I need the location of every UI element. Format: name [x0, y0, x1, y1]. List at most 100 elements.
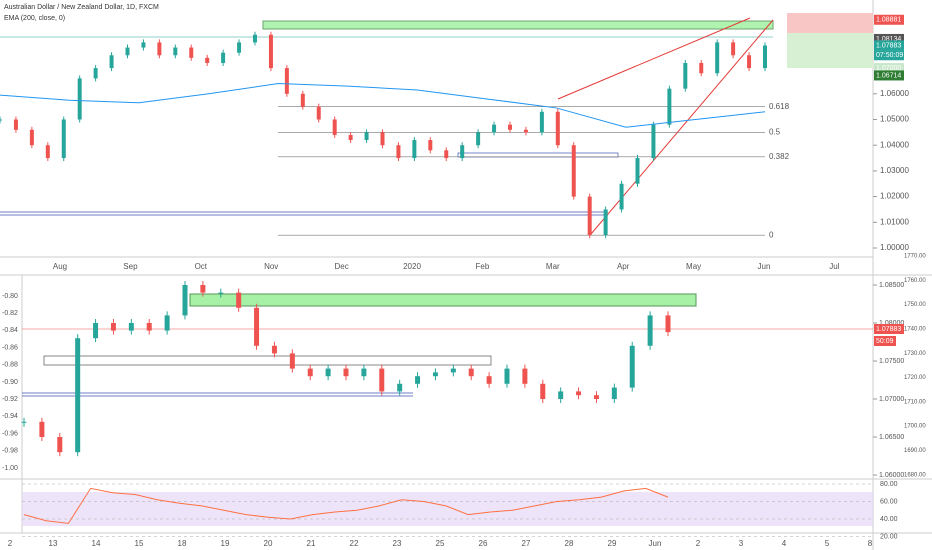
candle — [268, 34, 273, 69]
resistance-zone — [189, 293, 697, 307]
rsi-tick-label: 80.00 — [880, 481, 898, 488]
candle — [271, 345, 277, 354]
y-tick-label: 1.05000 — [880, 115, 909, 124]
left-tick-label: -0.92 — [2, 396, 18, 403]
right-tick-label: 1770.00 — [904, 254, 926, 260]
x-tick-label: 3 — [739, 539, 744, 548]
candle — [61, 119, 66, 159]
x-tick-label: 14 — [92, 539, 101, 548]
indicator-label: EMA (200, close, 0) — [4, 15, 65, 22]
candle — [476, 132, 481, 146]
x-tick-label: Jul — [829, 262, 839, 271]
x-tick-label: Mar — [546, 262, 560, 271]
x-tick-label: 2020 — [403, 262, 421, 271]
x-tick-label: Sep — [123, 262, 138, 271]
candle — [415, 376, 421, 384]
candle — [492, 124, 497, 133]
price-tag-label: 1.08881 — [876, 17, 901, 24]
left-tick-label: -0.82 — [2, 310, 18, 317]
candle — [254, 307, 260, 346]
y-tick-label: 1.08500 — [879, 282, 904, 289]
left-tick-label: -0.86 — [2, 344, 18, 351]
price-tag — [874, 324, 904, 334]
candle — [444, 150, 449, 159]
x-tick-label: 29 — [608, 539, 617, 548]
candle — [523, 129, 528, 133]
candle — [146, 323, 152, 331]
candle — [45, 145, 50, 159]
x-tick-label: Feb — [476, 262, 490, 271]
x-tick-label: Aug — [53, 262, 67, 271]
candle — [504, 368, 510, 384]
candle — [237, 42, 242, 53]
x-tick-label: 20 — [264, 539, 273, 548]
price-tag — [874, 63, 904, 74]
candle — [289, 353, 295, 369]
candle — [522, 368, 528, 384]
left-tick-label: -0.80 — [2, 293, 18, 300]
candle — [218, 292, 224, 294]
left-tick-label: -0.96 — [2, 430, 18, 437]
price-tag-label: 1.07000 — [876, 65, 901, 72]
right-tick-label: 1690.00 — [904, 448, 926, 454]
y-tick-label: 1.08000 — [879, 320, 904, 327]
x-tick-label: Jun — [758, 262, 771, 271]
left-tick-label: -0.84 — [2, 327, 18, 334]
candle — [57, 437, 63, 453]
candle — [460, 145, 465, 159]
candle — [164, 315, 170, 331]
candle — [571, 145, 576, 197]
candle — [13, 119, 18, 130]
price-tag-label: 1.07883 — [876, 42, 901, 49]
candle — [236, 292, 242, 308]
candle — [593, 395, 599, 399]
y-tick-label: 1.03000 — [880, 166, 909, 175]
candle — [93, 68, 98, 79]
y-tick-label: 1.00000 — [880, 243, 909, 252]
candle — [316, 106, 321, 120]
candle — [539, 111, 544, 133]
candle — [300, 93, 305, 107]
stop-zone — [787, 13, 873, 33]
x-tick-label: Nov — [264, 262, 278, 271]
price-tag — [874, 33, 904, 44]
y-tick-label: 1.04000 — [880, 140, 909, 149]
trend-line — [557, 17, 751, 100]
x-tick-label: 25 — [436, 539, 445, 548]
candle — [619, 183, 624, 210]
candle — [361, 368, 367, 377]
candle — [635, 158, 640, 184]
x-tick-label: 19 — [221, 539, 230, 548]
candle — [486, 376, 492, 384]
candle — [667, 88, 672, 125]
left-tick-label: -1.00 — [2, 465, 18, 472]
rsi-tick-label: 20.00 — [880, 533, 898, 540]
right-tick-label: 1680.00 — [904, 472, 926, 478]
candle — [576, 391, 582, 396]
fib-label: 0.382 — [769, 152, 790, 161]
candle — [380, 132, 385, 146]
x-tick-label: Dec — [334, 262, 348, 271]
y-tick-label: 1.01000 — [880, 217, 909, 226]
candle — [747, 55, 752, 69]
candle — [647, 315, 653, 346]
candle — [343, 368, 349, 377]
price-tag — [874, 70, 904, 81]
x-tick-label: 27 — [522, 539, 531, 548]
target-zone — [787, 33, 873, 68]
candle — [173, 47, 178, 56]
candle — [412, 140, 417, 159]
level-box — [43, 355, 492, 366]
candle — [110, 323, 116, 331]
time-tag-label: 50:09 — [876, 338, 894, 345]
candle — [0, 119, 2, 121]
price-tag-label: 1.08134 — [876, 36, 901, 43]
candle — [763, 45, 767, 69]
candle — [29, 129, 34, 146]
right-tick-label: 1760.00 — [904, 278, 926, 284]
x-tick-label: 23 — [393, 539, 402, 548]
ema-line — [0, 83, 766, 128]
candle — [396, 145, 401, 159]
candle — [307, 368, 313, 377]
price-tag-label: 1.07883 — [876, 326, 901, 333]
